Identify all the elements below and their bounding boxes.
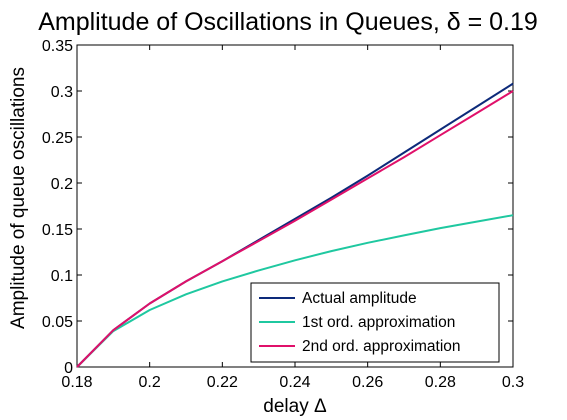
x-tick-label: 0.28 <box>425 374 456 391</box>
x-tick-label: 0.18 <box>61 374 92 391</box>
x-tick-label: 0.2 <box>139 374 161 391</box>
legend: Actual amplitude 1st ord. approximation 2n… <box>250 282 500 363</box>
y-tick-label: 0.05 <box>42 314 73 331</box>
y-tick-label: 0.15 <box>42 222 73 239</box>
legend-label: 1st ord. approximation <box>302 314 455 331</box>
x-tick-label: 0.22 <box>207 374 238 391</box>
series-line <box>76 214 514 368</box>
x-tick-label: 0.26 <box>352 374 383 391</box>
y-tick-label: 0.35 <box>42 38 73 55</box>
x-axis-label: delay Δ <box>263 396 327 417</box>
legend-label: Actual amplitude <box>302 290 417 307</box>
y-tick-label: 0.2 <box>51 176 73 193</box>
series-line <box>76 90 514 368</box>
y-tick-label: 0 <box>64 360 73 377</box>
x-axis: 0.18 0.2 0.22 0.24 0.26 0.28 0.3 <box>61 45 524 391</box>
y-axis: 0 0.05 0.1 0.15 0.2 0.25 0.3 0.35 <box>42 38 513 377</box>
y-tick-label: 0.3 <box>51 84 73 101</box>
series-lines <box>76 82 514 368</box>
legend-label: 2nd ord. approximation <box>302 338 461 355</box>
x-tick-label: 0.24 <box>279 374 310 391</box>
y-tick-label: 0.1 <box>51 268 73 285</box>
chart-title: Amplitude of Oscillations in Queues, δ =… <box>38 8 538 36</box>
x-tick-label: 0.3 <box>502 374 524 391</box>
y-tick-label: 0.25 <box>42 130 73 147</box>
y-axis-label: Amplitude of queue oscillations <box>8 67 29 329</box>
